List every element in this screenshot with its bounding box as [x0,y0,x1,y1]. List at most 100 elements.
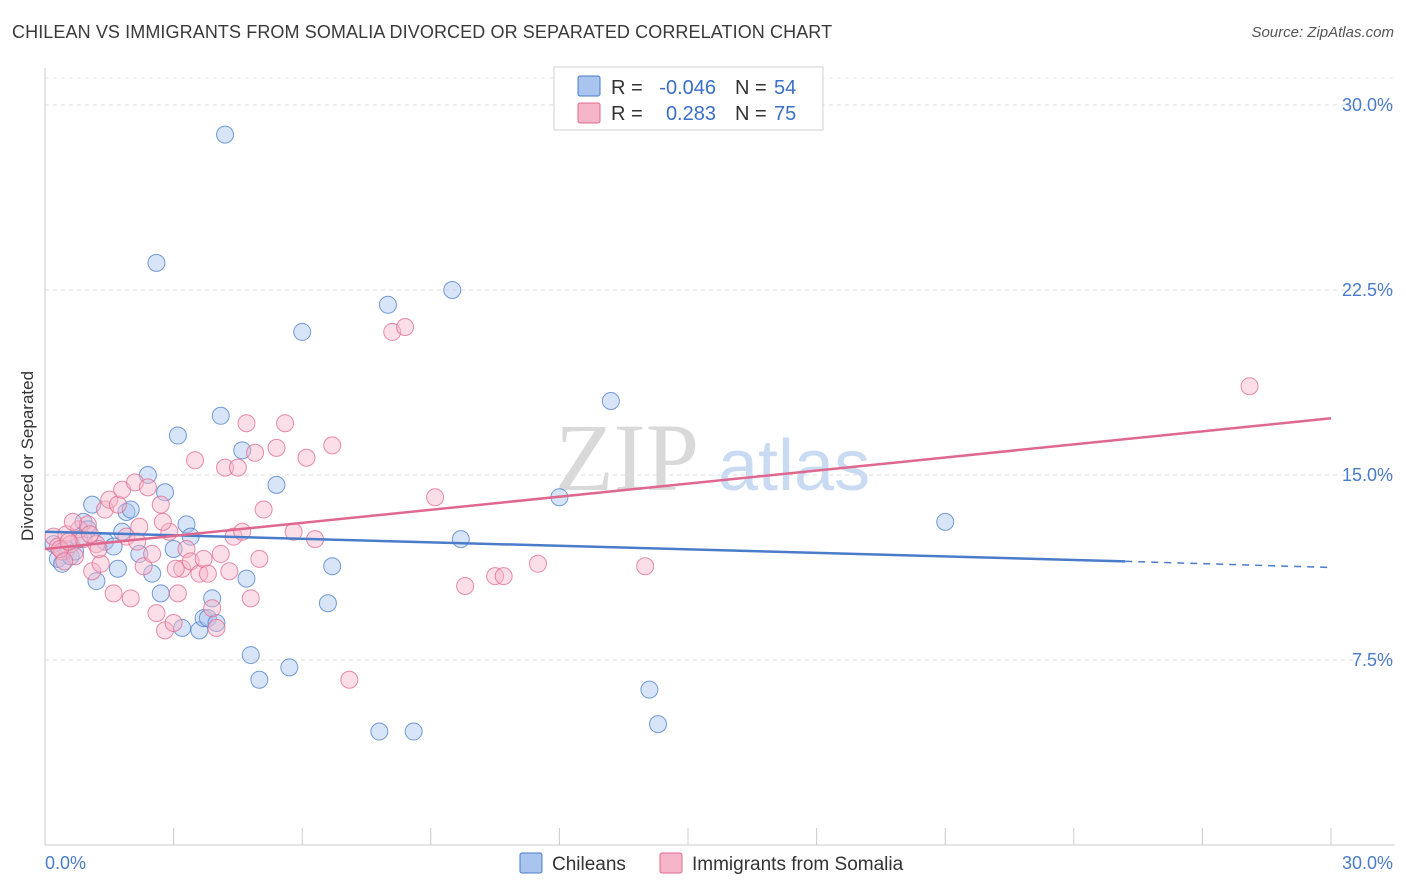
chileans-point-33 [216,125,235,144]
somalia-point-36 [198,564,217,583]
somalia-point-43 [228,458,247,477]
y-tick-label-2: 22.5% [1342,280,1393,300]
watermark: ZIP atlas [555,404,870,511]
legend-swatch-chileans [577,75,601,97]
series-legend-label-somalia: Immigrants from Somalia [692,854,904,875]
somalia-point-62 [494,567,513,586]
watermark-zip: ZIP [555,404,699,511]
legend-r-label-1: R = [611,77,643,99]
chileans-point-38 [267,475,286,494]
chileans-point-46 [443,281,462,299]
axes [44,68,1395,846]
somalia-point-55 [323,436,342,455]
legend-r-label-2: R = [611,103,643,125]
y-tick-label-1: 15.0% [1342,465,1393,485]
chileans-point-39 [280,658,299,677]
somalia-point-35 [194,549,213,568]
legend-n-value-2: 75 [774,103,796,125]
chileans-point-12 [108,559,127,578]
legend-n-value-1: 54 [774,77,796,99]
chileans-point-35 [237,569,256,588]
legend-n-label-1: N = [735,77,767,99]
somalia-point-59 [426,488,445,507]
x-tick-label-min: 0.0% [45,853,86,873]
legend: R = -0.046 N = 54 R = 0.283 N = 75 [553,66,824,131]
legend-n-label-2: N = [735,103,767,125]
chileans-trend-line [44,530,1126,563]
somalia-point-53 [297,448,316,467]
somalia-point-50 [267,438,286,457]
somalia-point-13 [100,490,119,509]
somalia-point-58 [396,318,415,336]
chileans-point-37 [250,670,269,689]
somalia-point-39 [211,544,230,563]
somalia-point-14 [104,584,123,603]
chileans-point-31 [207,614,226,632]
somalia-point-23 [143,544,162,563]
chileans-point-20 [151,584,170,603]
trend-lines [44,417,1332,569]
chileans-point-36 [241,646,260,665]
somalia-point-63 [528,554,547,573]
chileans-point-44 [378,295,397,314]
chileans-point-41 [318,594,337,613]
x-tick-label-max: 30.0% [1342,853,1393,873]
somalia-point-45 [237,414,256,433]
y-axis-label: Divorced or Separated [18,371,37,541]
somalia-point-37 [203,599,222,618]
somalia-point-56 [340,670,359,689]
chileans-point-30 [203,589,222,608]
chileans-point-43 [370,722,389,741]
somalia-point-40 [216,458,235,477]
chileans-point-23 [168,426,187,445]
somalia-point-48 [250,549,269,568]
somalia-point-15 [108,495,127,514]
chileans-point-50 [640,680,659,699]
somalia-point-29 [168,584,187,603]
somalia-point-49 [254,500,273,519]
somalia-point-28 [164,614,183,632]
data-points [44,125,1259,741]
chileans-point-42 [323,557,342,576]
y-tick-label-0: 7.5% [1352,650,1393,670]
watermark-atlas: atlas [718,426,870,506]
y-tick-labels: 7.5% 15.0% 22.5% 30.0% [1342,95,1393,670]
somalia-point-20 [130,517,149,536]
chileans-trend-extension [1125,560,1332,569]
series-legend-label-chileans: Chileans [552,854,626,875]
legend-swatch-somalia [577,102,601,124]
somalia-point-65 [1240,377,1259,396]
legend-r-value-1: -0.046 [659,77,716,99]
somalia-point-38 [207,618,226,637]
chileans-point-51 [648,715,667,734]
somalia-point-41 [220,562,239,581]
somalia-point-11 [91,554,110,573]
somalia-point-69 [63,512,82,531]
chileans-point-22 [164,540,183,558]
chileans-point-9 [87,572,106,591]
somalia-point-24 [147,604,166,623]
chileans-point-45 [404,722,423,741]
y-tick-label-3: 30.0% [1342,95,1393,115]
somalia-point-46 [241,589,260,608]
legend-r-value-2: 0.283 [666,103,716,125]
somalia-point-73 [153,512,172,531]
chileans-point-47 [451,530,470,549]
somalia-point-22 [138,478,157,497]
somalia-point-18 [121,589,140,608]
chileans-point-49 [601,392,620,410]
somalia-point-47 [246,443,265,462]
somalia-trend-line [44,417,1332,551]
series-legend-swatch-chileans [519,852,543,874]
chileans-point-19 [147,253,166,272]
somalia-point-25 [151,495,170,514]
somalia-point-64 [636,557,655,576]
somalia-point-67 [55,552,74,571]
somalia-point-60 [456,577,475,595]
chileans-point-40 [293,322,312,341]
series-legend: Chileans Immigrants from Somalia [519,852,904,875]
source-credit: Source: ZipAtlas.com [1251,24,1394,41]
somalia-point-74 [166,559,185,578]
somalia-point-21 [134,557,153,576]
